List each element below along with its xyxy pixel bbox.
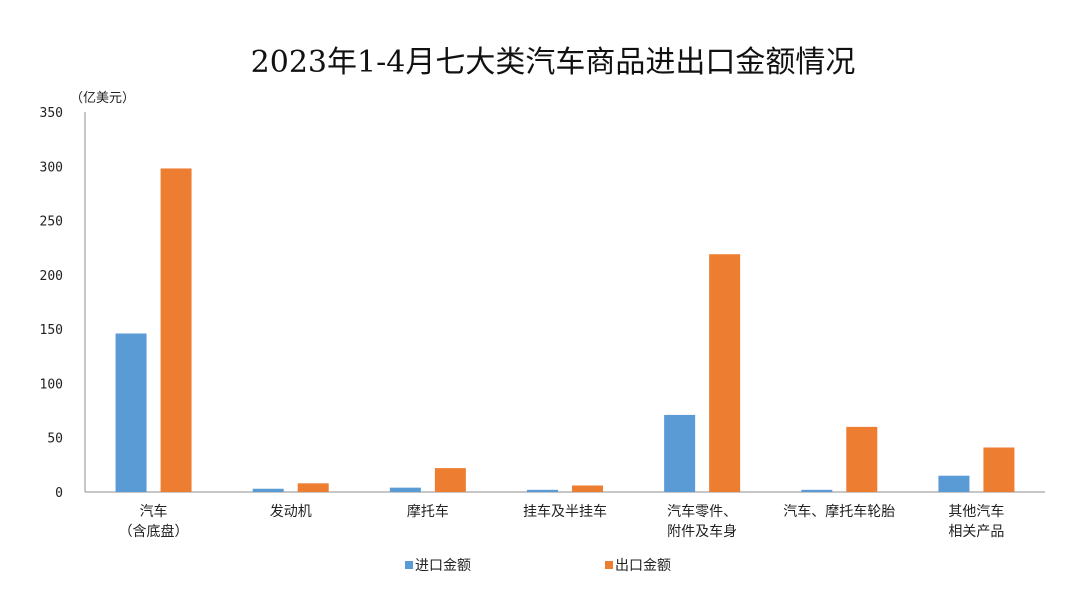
category-label: 摩托车 xyxy=(407,503,449,520)
y-tick-label: 250 xyxy=(40,215,63,230)
legend-label: 出口金额 xyxy=(615,558,671,574)
import-bar xyxy=(801,489,833,492)
category-label: 相关产品 xyxy=(948,524,1004,540)
export-bar xyxy=(572,485,603,492)
chart-title: 2023年1-4月七大类汽车商品进出口金额情况 xyxy=(251,45,856,80)
import-bar xyxy=(938,475,970,492)
export-bar xyxy=(160,168,192,492)
y-ticks: 0 50 100 150 200 250 300 350 xyxy=(40,106,63,501)
category-label: 挂车及半挂车 xyxy=(523,503,607,520)
legend-label: 进口金额 xyxy=(415,558,471,574)
bars xyxy=(115,168,1015,492)
y-tick-label: 150 xyxy=(40,323,63,338)
import-bar xyxy=(389,487,421,492)
y-tick-label: 50 xyxy=(47,432,63,447)
category-label: 汽车 xyxy=(140,503,168,520)
category-label: 汽车、摩托车轮胎 xyxy=(783,503,895,520)
export-bar xyxy=(434,468,466,492)
y-axis-unit: （亿美元） xyxy=(70,91,135,106)
category-labels: 汽车 （含底盘） 发动机 摩托车 挂车及半挂车 汽车零件、附件及车身 汽车、摩托车轮胎 其他汽… xyxy=(119,503,1005,540)
export-bar xyxy=(846,426,878,492)
import-bar xyxy=(527,489,558,492)
category-label: （含底盘） xyxy=(119,523,189,540)
legend-swatch xyxy=(405,561,413,569)
export-bar xyxy=(983,447,1015,492)
y-tick-label: 100 xyxy=(40,377,63,392)
category-label: 汽车零件、 xyxy=(667,503,737,520)
legend-swatch xyxy=(605,561,613,569)
y-tick-label: 0 xyxy=(55,486,63,501)
y-tick-label: 300 xyxy=(40,160,63,175)
import-bar xyxy=(664,414,696,492)
y-tick-label: 200 xyxy=(40,269,63,284)
export-bar xyxy=(709,254,741,492)
import-bar xyxy=(252,488,284,492)
export-bar xyxy=(297,483,329,492)
category-label: 附件及车身 xyxy=(667,523,737,540)
category-label: 发动机 xyxy=(270,504,312,520)
y-tick-label: 350 xyxy=(40,106,63,121)
category-label: 其他汽车 xyxy=(948,503,1004,520)
legend: 进口金额 出口金额 xyxy=(405,558,671,574)
import-bar xyxy=(115,333,147,492)
